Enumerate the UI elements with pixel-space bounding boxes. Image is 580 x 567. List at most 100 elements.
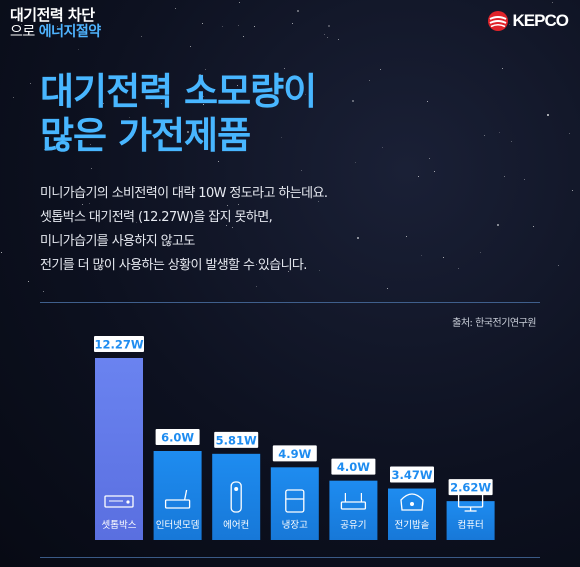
star bbox=[281, 137, 282, 138]
star bbox=[218, 161, 219, 162]
star bbox=[238, 25, 239, 26]
star bbox=[418, 176, 419, 177]
star bbox=[103, 103, 104, 104]
star bbox=[352, 100, 354, 102]
bar-group: 12.27W 셋톱박스 bbox=[94, 336, 144, 540]
star bbox=[421, 255, 422, 256]
star bbox=[30, 83, 31, 84]
data-label: 4.9W bbox=[278, 447, 311, 461]
star bbox=[497, 224, 499, 226]
data-label: 5.81W bbox=[216, 433, 257, 447]
star bbox=[284, 68, 285, 69]
campaign-subtitle-prefix: 으로 bbox=[10, 24, 39, 40]
star bbox=[429, 158, 430, 159]
campaign-title: 대기전력 차단 bbox=[10, 6, 95, 24]
star bbox=[205, 69, 206, 70]
star bbox=[305, 94, 306, 95]
star bbox=[44, 149, 45, 150]
star bbox=[256, 264, 257, 265]
modem-body bbox=[164, 499, 191, 509]
star bbox=[203, 96, 204, 97]
star bbox=[243, 36, 244, 37]
star bbox=[569, 133, 570, 134]
star bbox=[499, 132, 500, 133]
bar bbox=[153, 451, 202, 540]
star bbox=[237, 85, 238, 86]
star bbox=[502, 68, 503, 69]
page-title: 대기전력 소모량이 많은 가전제품 bbox=[40, 70, 317, 158]
star bbox=[28, 281, 29, 282]
star bbox=[369, 80, 370, 81]
category-label: 공유기 bbox=[340, 520, 366, 531]
bar bbox=[388, 488, 436, 540]
star bbox=[175, 8, 176, 9]
star bbox=[187, 131, 189, 133]
bar-group: 4.9W 냉장고 bbox=[270, 445, 319, 540]
star bbox=[324, 34, 325, 35]
star bbox=[380, 69, 381, 70]
star bbox=[136, 222, 137, 223]
chart-baseline bbox=[40, 557, 540, 558]
remote-body bbox=[230, 481, 242, 513]
star bbox=[301, 170, 302, 171]
star bbox=[179, 184, 180, 185]
star bbox=[21, 24, 22, 25]
star bbox=[202, 23, 203, 24]
category-label: 셋톱박스 bbox=[102, 520, 137, 531]
star bbox=[480, 252, 481, 253]
data-label: 3.47W bbox=[391, 468, 432, 482]
star bbox=[78, 49, 79, 50]
star bbox=[328, 25, 330, 27]
data-label-box bbox=[390, 466, 434, 483]
source-note: 출처: 한국전기연구원 bbox=[452, 318, 536, 329]
star bbox=[318, 201, 319, 202]
bar-group: 6.0W 인터넷모뎀 bbox=[153, 429, 202, 540]
star bbox=[141, 36, 142, 37]
star bbox=[256, 286, 257, 287]
bar bbox=[270, 467, 319, 540]
star bbox=[129, 135, 130, 136]
data-label-box bbox=[94, 336, 144, 352]
bar-group: 2.62W 컴퓨터 bbox=[446, 479, 495, 540]
star bbox=[232, 227, 233, 228]
settop-box-body bbox=[104, 495, 134, 508]
star bbox=[504, 176, 505, 177]
remote-button bbox=[234, 487, 239, 491]
campaign-header: 대기전력 차단 으로 에너지절약 bbox=[10, 6, 101, 40]
star bbox=[292, 23, 293, 24]
star bbox=[213, 140, 214, 141]
data-label: 12.27W bbox=[94, 338, 143, 352]
data-label: 2.62W bbox=[450, 481, 491, 495]
star bbox=[511, 141, 512, 142]
star bbox=[214, 89, 215, 90]
star bbox=[434, 171, 435, 172]
category-label: 컴퓨터 bbox=[457, 519, 483, 531]
star bbox=[458, 268, 459, 269]
star bbox=[484, 135, 485, 136]
star bbox=[226, 225, 227, 226]
star bbox=[288, 271, 289, 272]
divider bbox=[40, 302, 540, 303]
data-label-box bbox=[331, 458, 376, 475]
data-label-box bbox=[448, 479, 493, 496]
star bbox=[49, 121, 50, 122]
campaign-subtitle: 으로 에너지절약 bbox=[10, 25, 101, 39]
data-label: 6.0W bbox=[161, 431, 194, 445]
star bbox=[89, 203, 90, 204]
settop-box-led bbox=[126, 500, 130, 504]
star bbox=[144, 120, 145, 121]
star bbox=[222, 26, 223, 27]
star bbox=[90, 144, 91, 145]
star bbox=[382, 147, 383, 148]
star bbox=[552, 2, 553, 3]
star bbox=[254, 26, 255, 27]
category-label: 인터넷모뎀 bbox=[156, 519, 200, 531]
star bbox=[533, 226, 534, 227]
star bbox=[238, 204, 239, 205]
star bbox=[239, 2, 240, 3]
category-label: 냉장고 bbox=[282, 520, 308, 531]
star bbox=[319, 270, 320, 271]
campaign-subtitle-highlight: 에너지절약 bbox=[38, 24, 101, 40]
description-line: 미니가습기의 소비전력이 대략 10W 정도라고 하는데요. bbox=[40, 186, 328, 201]
